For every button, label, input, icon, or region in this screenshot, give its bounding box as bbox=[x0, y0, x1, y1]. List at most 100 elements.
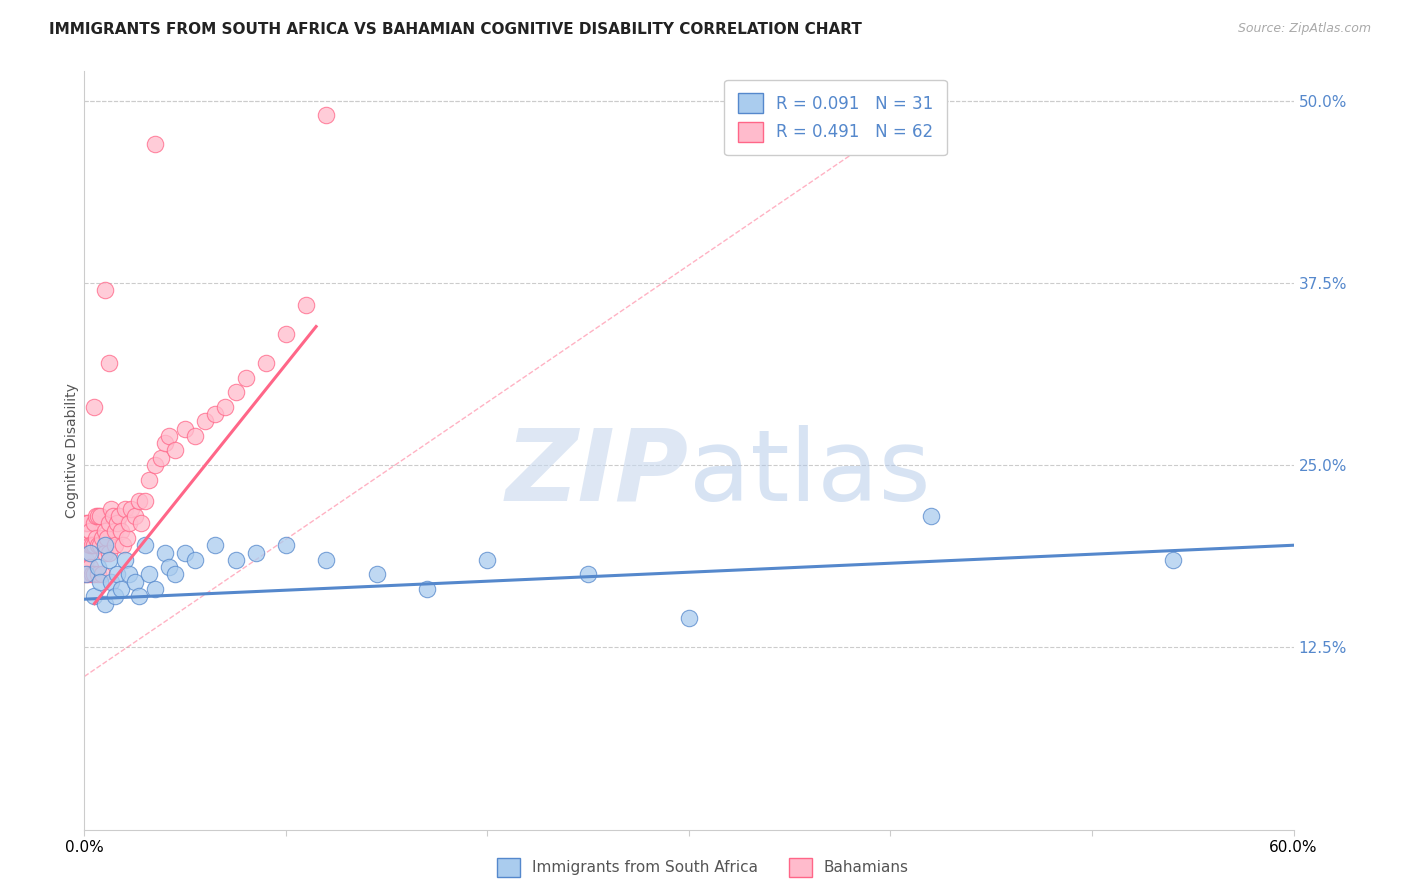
Point bbox=[83, 589, 105, 603]
Text: atlas: atlas bbox=[689, 425, 931, 522]
Point bbox=[93, 538, 115, 552]
Point bbox=[93, 283, 115, 297]
Point bbox=[75, 516, 97, 531]
Point bbox=[315, 553, 337, 567]
Point bbox=[73, 567, 96, 582]
Point bbox=[174, 421, 197, 435]
Point bbox=[134, 538, 156, 552]
Point bbox=[83, 538, 105, 552]
Point bbox=[105, 516, 128, 531]
Point bbox=[128, 494, 150, 508]
Point bbox=[124, 574, 146, 589]
Point bbox=[149, 450, 172, 465]
Point bbox=[245, 545, 267, 559]
Point bbox=[118, 567, 141, 582]
Point bbox=[87, 560, 110, 574]
Point bbox=[235, 370, 257, 384]
Point bbox=[165, 443, 187, 458]
Point bbox=[83, 567, 105, 582]
Point bbox=[138, 567, 160, 582]
Point bbox=[89, 538, 111, 552]
Point bbox=[124, 509, 146, 524]
Point bbox=[75, 553, 97, 567]
Point bbox=[315, 108, 337, 122]
Point bbox=[143, 458, 166, 472]
Point bbox=[274, 538, 297, 552]
Point bbox=[204, 538, 226, 552]
Point bbox=[87, 509, 110, 524]
Point bbox=[79, 545, 101, 559]
Point bbox=[97, 545, 120, 559]
Point bbox=[93, 597, 115, 611]
Point bbox=[89, 574, 111, 589]
Point bbox=[82, 538, 104, 552]
Point bbox=[416, 582, 439, 596]
Point bbox=[114, 501, 136, 516]
Point bbox=[77, 545, 100, 559]
Point bbox=[153, 436, 176, 450]
Legend: R = 0.091   N = 31, R = 0.491   N = 62: R = 0.091 N = 31, R = 0.491 N = 62 bbox=[724, 79, 946, 155]
Point bbox=[110, 582, 132, 596]
Text: Source: ZipAtlas.com: Source: ZipAtlas.com bbox=[1237, 22, 1371, 36]
Point bbox=[143, 137, 166, 152]
Point bbox=[100, 574, 122, 589]
Point bbox=[104, 524, 127, 538]
Point bbox=[83, 516, 105, 531]
Point bbox=[129, 516, 152, 531]
Point bbox=[91, 567, 114, 582]
Point bbox=[1161, 553, 1184, 567]
Point bbox=[96, 531, 118, 545]
Point bbox=[79, 538, 101, 552]
Point bbox=[184, 553, 207, 567]
Point bbox=[97, 516, 120, 531]
Point bbox=[225, 385, 247, 400]
Point bbox=[165, 567, 187, 582]
Point bbox=[254, 356, 277, 370]
Point bbox=[111, 538, 134, 552]
Point bbox=[83, 400, 105, 414]
Point bbox=[91, 531, 114, 545]
Point bbox=[194, 414, 217, 428]
Point bbox=[120, 501, 142, 516]
Point bbox=[97, 356, 120, 370]
Point bbox=[79, 524, 101, 538]
Point bbox=[93, 524, 115, 538]
Y-axis label: Cognitive Disability: Cognitive Disability bbox=[65, 383, 79, 518]
Point bbox=[110, 524, 132, 538]
Point bbox=[89, 509, 111, 524]
Point bbox=[128, 589, 150, 603]
Point bbox=[576, 567, 599, 582]
Point bbox=[225, 553, 247, 567]
Point bbox=[87, 538, 110, 552]
Point bbox=[678, 611, 700, 625]
Point bbox=[477, 553, 499, 567]
Point bbox=[115, 531, 138, 545]
Legend: Immigrants from South Africa, Bahamians: Immigrants from South Africa, Bahamians bbox=[489, 850, 917, 884]
Point bbox=[93, 545, 115, 559]
Point bbox=[143, 582, 166, 596]
Text: IMMIGRANTS FROM SOUTH AFRICA VS BAHAMIAN COGNITIVE DISABILITY CORRELATION CHART: IMMIGRANTS FROM SOUTH AFRICA VS BAHAMIAN… bbox=[49, 22, 862, 37]
Point bbox=[134, 494, 156, 508]
Point bbox=[82, 567, 104, 582]
Point bbox=[174, 545, 197, 559]
Point bbox=[184, 429, 207, 443]
Text: ZIP: ZIP bbox=[506, 425, 689, 522]
Point bbox=[920, 509, 942, 524]
Point bbox=[295, 298, 318, 312]
Point bbox=[204, 407, 226, 421]
Point bbox=[77, 567, 100, 582]
Point bbox=[86, 509, 108, 524]
Point bbox=[97, 553, 120, 567]
Point bbox=[100, 501, 122, 516]
Point bbox=[104, 589, 127, 603]
Point bbox=[105, 567, 128, 582]
Point bbox=[101, 509, 124, 524]
Point bbox=[153, 545, 176, 559]
Point bbox=[118, 516, 141, 531]
Point bbox=[274, 326, 297, 341]
Point bbox=[114, 553, 136, 567]
Point bbox=[157, 560, 180, 574]
Point bbox=[366, 567, 388, 582]
Point bbox=[104, 538, 127, 552]
Point bbox=[138, 473, 160, 487]
